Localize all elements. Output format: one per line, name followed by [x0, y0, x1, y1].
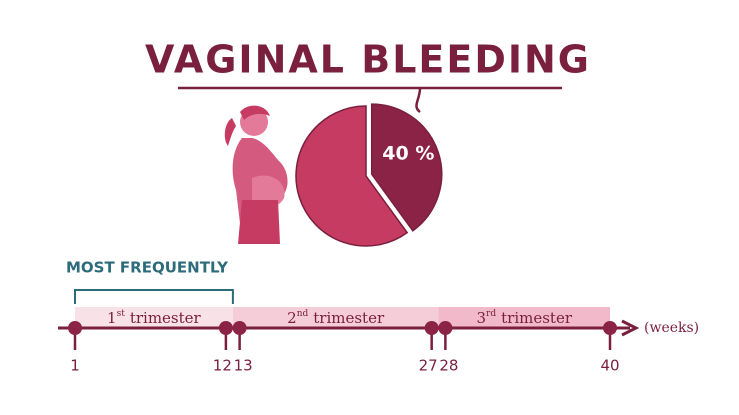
- tick-label: 27: [419, 357, 438, 375]
- pie-slice: [370, 103, 443, 232]
- trimester-ordinal: 3: [477, 309, 487, 327]
- timeline: 1st trimester 2nd trimester 3rd trimesterMOST…: [58, 259, 699, 375]
- trimester-band: [75, 307, 233, 328]
- trimester-ordinal: 1: [107, 309, 117, 327]
- title: VAGINAL BLEEDING: [145, 38, 591, 82]
- trimester-label: 1st trimester: [107, 309, 201, 328]
- trimester-word: trimester: [130, 309, 202, 327]
- trimester-word: trimester: [501, 309, 573, 327]
- tick-dot: [232, 321, 247, 335]
- bracket: [74, 289, 234, 304]
- pie: 40 %: [295, 103, 443, 247]
- unit-label: (weeks): [644, 320, 699, 336]
- slice-label: 40 %: [382, 143, 434, 165]
- trimester-suffix: st: [117, 309, 126, 319]
- tick-label: 1: [70, 357, 80, 375]
- trimester-band: [232, 307, 439, 328]
- pregnant-woman: [224, 105, 288, 244]
- tick-dot: [603, 321, 617, 335]
- bracket-label: MOST FREQUENTLY: [66, 259, 229, 277]
- tick-dot: [438, 321, 453, 335]
- trimester-label: 3rd trimester: [477, 309, 573, 328]
- trimester-band: [438, 307, 610, 328]
- trimester-word: trimester: [313, 309, 385, 327]
- tick-dot: [68, 321, 82, 335]
- trimester-label: 2nd trimester: [287, 309, 385, 328]
- callout-line: [415, 87, 422, 113]
- trimester-suffix: nd: [297, 309, 309, 319]
- axis-arrow: [621, 319, 640, 337]
- tick-dot: [218, 321, 233, 335]
- tick-label: 40: [600, 357, 619, 375]
- tick-dot: [424, 321, 439, 335]
- tick-label: 12: [213, 357, 232, 375]
- tick-label: 28: [439, 357, 458, 375]
- trimester-ordinal: 2: [287, 309, 297, 327]
- trimester-suffix: rd: [486, 309, 496, 319]
- pie-slice: [295, 105, 409, 247]
- tick-label: 13: [234, 357, 253, 375]
